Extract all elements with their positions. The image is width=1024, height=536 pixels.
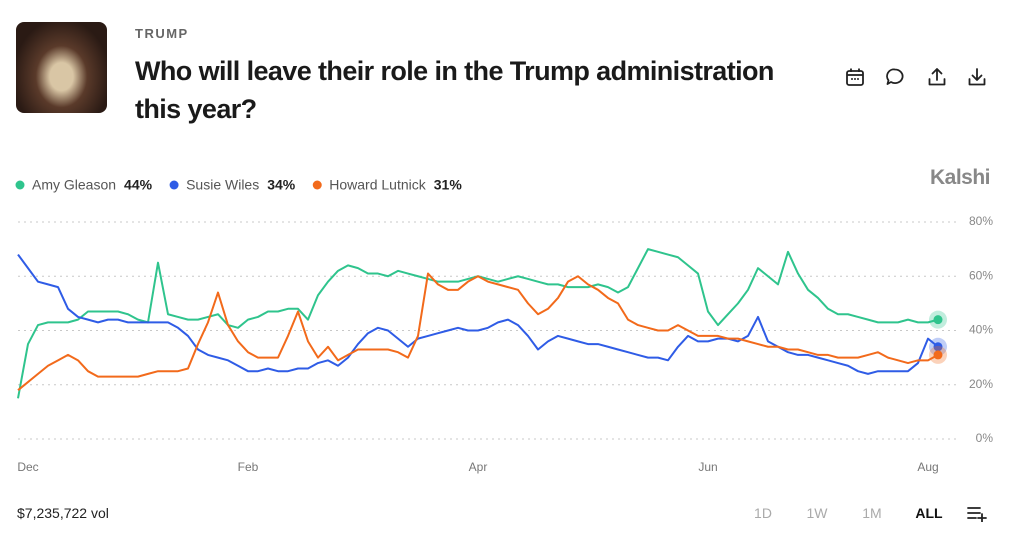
legend-label: Susie Wiles [186,177,259,193]
y-tick-label: 60% [969,268,993,282]
legend-swatch [169,180,179,190]
end-point [933,315,943,325]
range-button[interactable]: ALL [915,505,943,521]
legend-value: 31% [434,177,463,193]
legend-swatch [312,180,322,190]
legend-value: 44% [124,177,153,193]
x-tick-label: Aug [917,460,938,474]
x-tick-label: Jun [698,460,717,474]
legend-label: Amy Gleason [32,177,116,193]
range-button[interactable]: 1M [862,505,882,521]
comment-button[interactable] [884,66,906,88]
brand-logo[interactable]: Kalshi [930,166,991,189]
end-point [933,350,943,360]
end-point [933,342,943,352]
y-tick-label: 0% [976,431,994,445]
download-button[interactable] [966,66,988,88]
x-tick-label: Apr [469,460,488,474]
category[interactable]: TRUMP [135,26,189,41]
chart: Amy Gleason 44% Susie Wiles 34% Howard Lutni… [15,177,994,474]
legend-value: 34% [267,177,296,193]
legend-swatch [15,180,25,190]
y-tick-label: 40% [969,323,993,337]
series-line [17,272,939,391]
series-line [17,253,939,375]
y-tick-label: 20% [969,377,993,391]
x-tick-label: Feb [238,460,259,474]
volume: $7,235,722 vol [17,505,109,521]
x-tick-label: Dec [17,460,38,474]
legend-label: Howard Lutnick [329,177,426,193]
series-line [17,248,939,399]
y-tick-label: 80% [969,214,993,228]
market-image [16,22,107,113]
series-menu-button[interactable] [966,504,988,522]
market-title: Who will leave their role in the Trump a… [135,56,774,124]
calendar-button[interactable] [844,66,866,88]
share-button[interactable] [926,66,948,88]
range-button[interactable]: 1W [806,505,828,521]
range-button[interactable]: 1D [754,505,772,521]
